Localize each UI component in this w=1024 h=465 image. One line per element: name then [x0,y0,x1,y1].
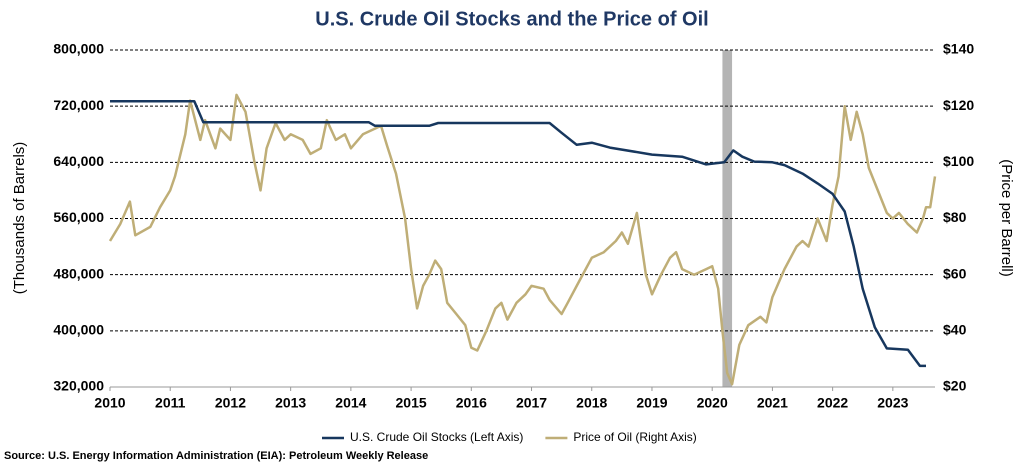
x-tick-label: 2023 [877,395,908,411]
y-tick-label: 800,000 [53,41,104,57]
y2-tick-label: $20 [943,378,967,394]
x-tick-label: 2011 [155,395,186,411]
x-tick-label: 2022 [817,395,848,411]
series-line [108,93,937,386]
legend-label: Price of Oil (Right Axis) [573,430,696,444]
y2-tick-label: $120 [943,97,974,113]
series-line [110,100,926,368]
x-tick-label: 2015 [396,395,427,411]
y-tick-label: 560,000 [53,209,104,225]
y2-tick-label: $140 [943,41,974,57]
y-tick-label: 640,000 [53,153,104,169]
y-tick-label: 320,000 [53,378,104,394]
y2-axis-label: (Price per Barrell) [998,159,1015,277]
x-tick-label: 2021 [757,395,788,411]
x-tick-label: 2018 [576,395,607,411]
y2-tick-label: $60 [943,265,967,281]
x-tick-label: 2012 [215,395,246,411]
y-tick-label: 720,000 [53,97,104,113]
x-tick-label: 2020 [697,395,728,411]
y-tick-label: 480,000 [53,265,104,281]
y2-tick-label: $100 [943,153,974,169]
y-axis-label: (Thousands of Barrels) [11,142,28,295]
legend-label: U.S. Crude Oil Stocks (Left Axis) [350,430,523,444]
chart-title: U.S. Crude Oil Stocks and the Price of O… [315,8,708,30]
x-tick-label: 2010 [94,395,125,411]
y2-tick-label: $80 [943,209,967,225]
source-note: Source: U.S. Energy Information Administ… [4,450,428,462]
x-tick-label: 2013 [275,395,306,411]
y2-tick-label: $40 [943,322,967,338]
x-tick-label: 2014 [335,395,366,411]
x-tick-label: 2017 [516,395,547,411]
y-tick-label: 400,000 [53,322,104,338]
x-tick-label: 2016 [456,395,487,411]
x-tick-label: 2019 [636,395,667,411]
